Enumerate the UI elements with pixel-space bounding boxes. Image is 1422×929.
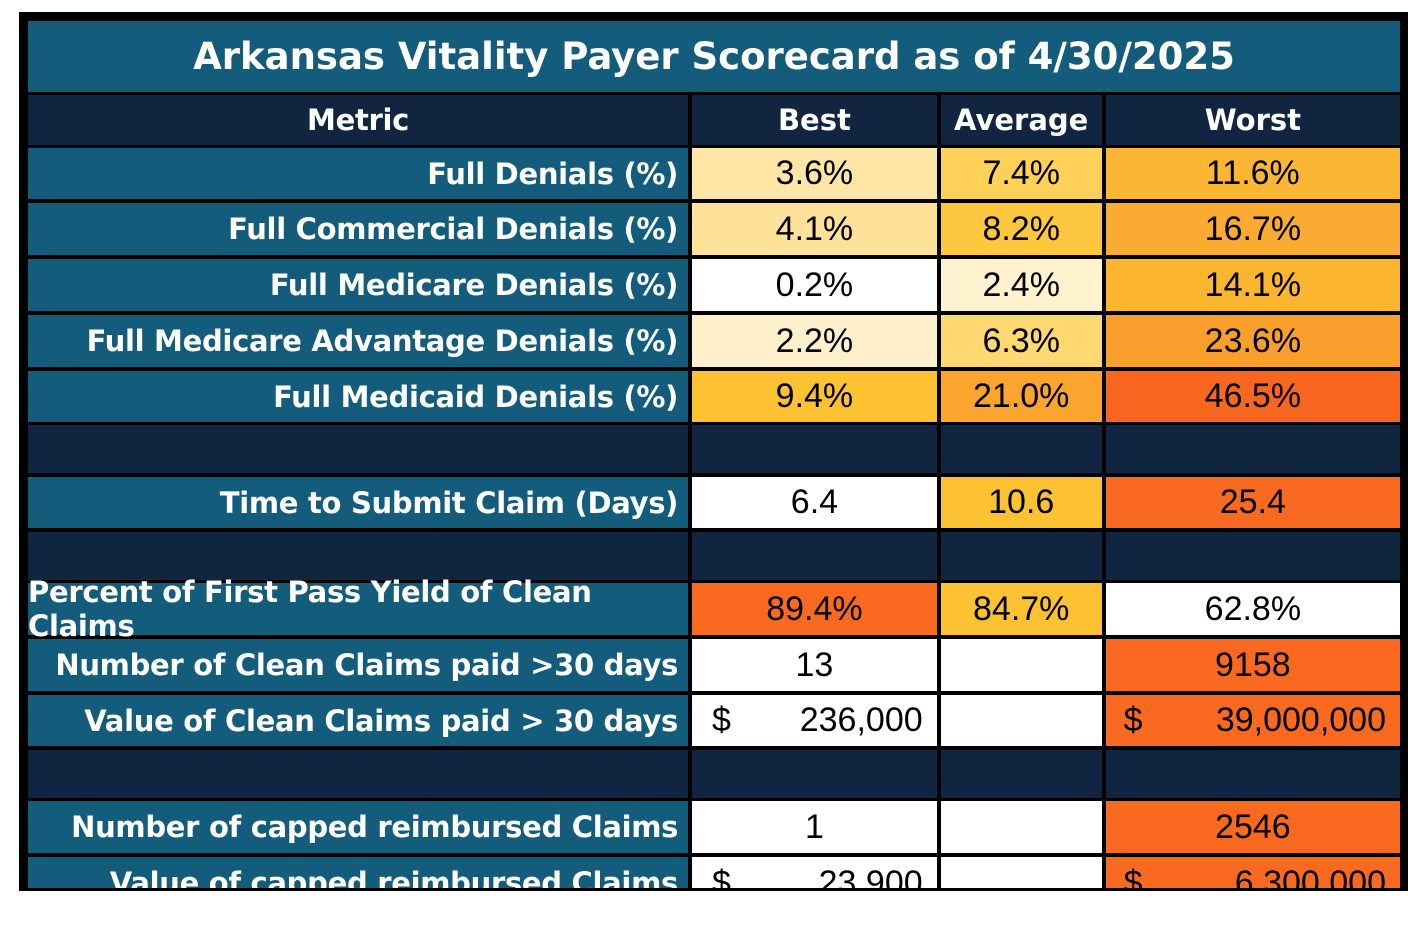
spacer-cell [28, 532, 689, 580]
worst-value: 62.8% [1105, 583, 1400, 635]
worst-value: $ 6,300,000 [1105, 857, 1400, 891]
metric-label: Value of Clean Claims paid > 30 days [28, 695, 688, 746]
average-value: 21.0% [940, 371, 1102, 422]
spacer-cell [692, 425, 937, 473]
spacer-cell [28, 750, 689, 798]
table-row: Value of capped reimbursed Claims $ 23,9… [28, 857, 1400, 891]
worst-value: 25.4 [1105, 477, 1400, 528]
metric-label: Full Commercial Denials (%) [28, 203, 689, 255]
table-row: Value of Clean Claims paid > 30 days $ 2… [28, 695, 1400, 746]
best-value: 6.4 [692, 477, 937, 528]
average-value: 84.7% [940, 583, 1102, 635]
spacer-cell [1105, 532, 1400, 580]
currency-symbol: $ [711, 863, 731, 891]
metric-label: Full Medicaid Denials (%) [28, 371, 689, 422]
spacer-cell [692, 532, 937, 580]
average-value [940, 801, 1102, 853]
metric-label: Number of capped reimbursed Claims [28, 801, 689, 853]
spacer-cell [1105, 750, 1400, 798]
worst-value: 14.1% [1105, 259, 1400, 311]
table-row: Full Medicare Advantage Denials (%) 2.2%… [28, 315, 1400, 367]
metric-label: Value of capped reimbursed Claims [28, 857, 688, 888]
average-value [940, 639, 1102, 691]
header-metric: Metric [28, 95, 689, 145]
spacer-cell [940, 750, 1102, 798]
worst-value: 16.7% [1105, 203, 1400, 255]
best-value: $ 23,900 [691, 857, 937, 891]
average-value: 7.4% [940, 148, 1102, 199]
table-title: Arkansas Vitality Payer Scorecard as of … [28, 21, 1400, 92]
header-worst: Worst [1105, 95, 1400, 145]
best-value: 0.2% [692, 259, 937, 311]
amount: 23,900 [818, 863, 923, 891]
table-row: Full Commercial Denials (%) 4.1% 8.2% 16… [28, 203, 1400, 255]
currency-symbol: $ [711, 701, 731, 739]
currency-symbol: $ [1123, 701, 1143, 739]
metric-label: Percent of First Pass Yield of Clean Cla… [28, 575, 689, 643]
spacer-row [28, 750, 1400, 798]
average-value: 10.6 [940, 477, 1102, 528]
worst-value: 2546 [1105, 801, 1400, 853]
worst-value: 46.5% [1105, 371, 1400, 422]
metric-label: Full Denials (%) [28, 148, 689, 199]
spacer-cell [940, 532, 1102, 580]
spacer-cell [940, 425, 1102, 473]
amount: 39,000,000 [1215, 701, 1386, 739]
table-row: Time to Submit Claim (Days) 6.4 10.6 25.… [28, 477, 1400, 528]
best-value: 13 [692, 639, 937, 691]
metric-label: Full Medicare Advantage Denials (%) [28, 315, 689, 367]
worst-value: 23.6% [1105, 315, 1400, 367]
metric-label: Full Medicare Denials (%) [28, 259, 689, 311]
best-value: $ 236,000 [691, 695, 937, 746]
table-row: Number of Clean Claims paid >30 days 13 … [28, 639, 1400, 691]
average-value: 6.3% [940, 315, 1102, 367]
table-row: Full Medicaid Denials (%) 9.4% 21.0% 46.… [28, 371, 1400, 422]
best-value: 3.6% [692, 148, 937, 199]
metric-label: Time to Submit Claim (Days) [28, 477, 689, 528]
table-row: Full Denials (%) 3.6% 7.4% 11.6% [28, 148, 1400, 199]
table-row: Number of capped reimbursed Claims 1 254… [28, 801, 1400, 853]
amount: 236,000 [799, 701, 923, 739]
average-value: 2.4% [940, 259, 1102, 311]
metric-label: Number of Clean Claims paid >30 days [28, 639, 689, 691]
spacer-cell [28, 425, 689, 473]
spacer-cell [692, 750, 937, 798]
average-value: 8.2% [940, 203, 1102, 255]
table-row: Percent of First Pass Yield of Clean Cla… [28, 575, 1400, 643]
best-value: 4.1% [692, 203, 937, 255]
average-value [940, 857, 1102, 888]
header-row: Metric Best Average Worst [28, 95, 1400, 145]
header-best: Best [692, 95, 937, 145]
average-value [940, 695, 1102, 746]
worst-value: 9158 [1105, 639, 1400, 691]
scorecard-table: Arkansas Vitality Payer Scorecard as of … [19, 12, 1408, 891]
currency-symbol: $ [1123, 863, 1143, 891]
best-value: 2.2% [692, 315, 937, 367]
header-average: Average [940, 95, 1102, 145]
amount: 6,300,000 [1234, 863, 1386, 891]
best-value: 1 [692, 801, 937, 853]
best-value: 9.4% [692, 371, 937, 422]
table-row: Full Medicare Denials (%) 0.2% 2.4% 14.1… [28, 259, 1400, 311]
spacer-row [28, 425, 1400, 473]
spacer-row [28, 532, 1400, 580]
spacer-cell [1105, 425, 1400, 473]
worst-value: 11.6% [1105, 148, 1400, 199]
worst-value: $ 39,000,000 [1105, 695, 1400, 746]
best-value: 89.4% [692, 583, 937, 635]
